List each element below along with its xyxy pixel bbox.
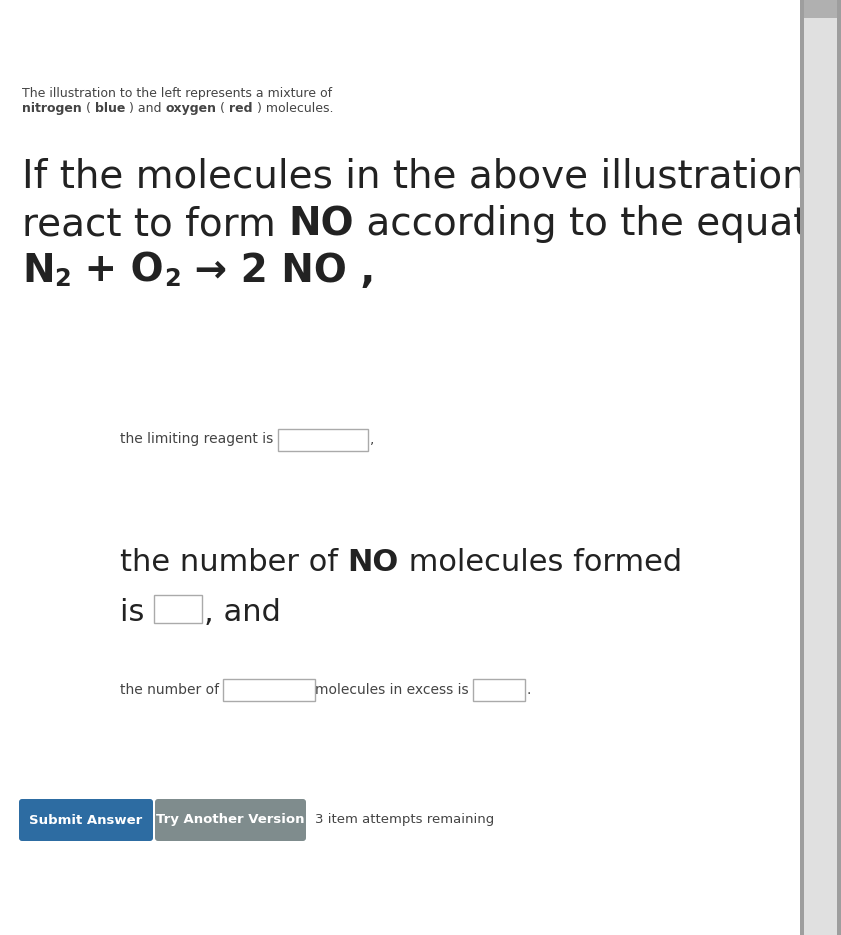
Text: react to form: react to form (22, 205, 288, 243)
FancyBboxPatch shape (155, 799, 306, 841)
Text: .: . (526, 683, 531, 697)
Text: 2: 2 (55, 266, 71, 291)
Text: The illustration to the left represents a mixture of: The illustration to the left represents … (22, 87, 332, 100)
Text: red: red (230, 102, 253, 115)
Text: ,: , (370, 432, 374, 446)
Text: NO: NO (288, 205, 354, 243)
Text: the number of: the number of (120, 683, 224, 697)
Bar (804, 0, 837, 935)
Text: the number of: the number of (120, 548, 347, 577)
Text: the limiting reagent is: the limiting reagent is (120, 432, 278, 446)
Text: 3 item attempts remaining: 3 item attempts remaining (315, 813, 495, 827)
Text: (: ( (82, 102, 95, 115)
Text: blue: blue (95, 102, 125, 115)
Text: ) molecules.: ) molecules. (253, 102, 333, 115)
Text: N: N (22, 252, 55, 290)
Text: ) and: ) and (125, 102, 166, 115)
Text: according to the equation: according to the equation (354, 205, 841, 243)
Text: is: is (120, 598, 154, 627)
Text: → 2 NO ,: → 2 NO , (181, 252, 375, 290)
Text: oxygen: oxygen (166, 102, 216, 115)
Text: , and: , and (204, 598, 281, 627)
FancyBboxPatch shape (278, 429, 368, 451)
Text: If the molecules in the above illustration: If the molecules in the above illustrati… (22, 158, 807, 196)
Text: molecules in excess is: molecules in excess is (315, 683, 473, 697)
Text: 2: 2 (164, 266, 181, 291)
Bar (804, 0, 837, 18)
Text: (: ( (216, 102, 230, 115)
FancyBboxPatch shape (19, 799, 153, 841)
Text: NO: NO (347, 548, 399, 577)
FancyBboxPatch shape (224, 679, 315, 701)
Text: nitrogen: nitrogen (22, 102, 82, 115)
Text: Submit Answer: Submit Answer (29, 813, 143, 827)
Text: molecules formed: molecules formed (399, 548, 682, 577)
Bar (800, 0, 841, 935)
FancyBboxPatch shape (473, 679, 526, 701)
Text: Try Another Version: Try Another Version (156, 813, 304, 827)
Text: + O: + O (71, 252, 164, 290)
FancyBboxPatch shape (154, 595, 202, 623)
